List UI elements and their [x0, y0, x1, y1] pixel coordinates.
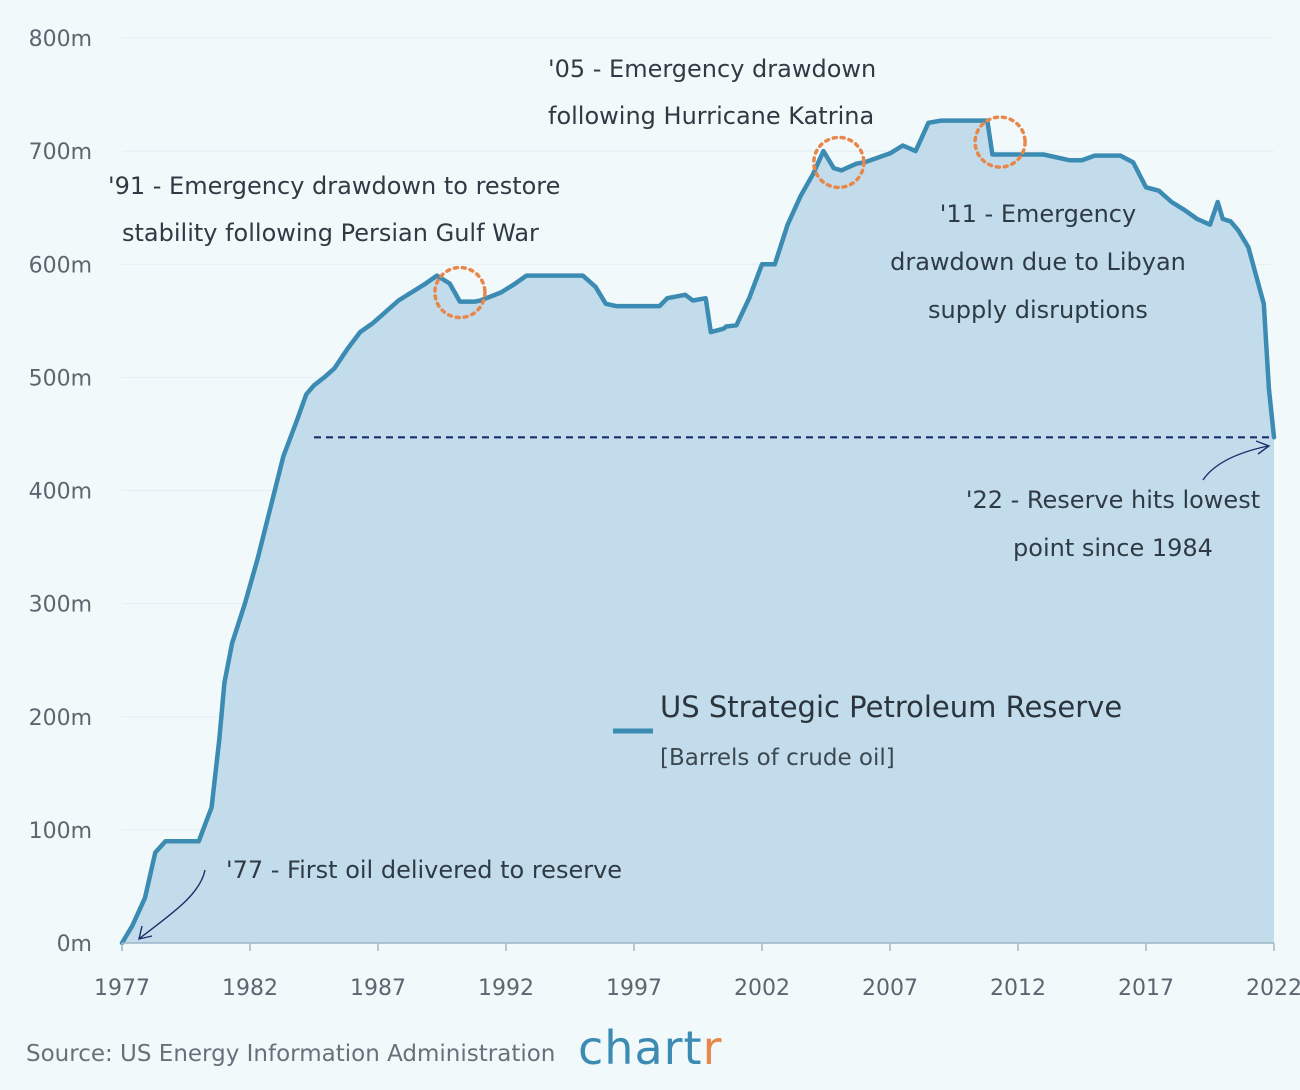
x-tick-label: 1977	[94, 976, 150, 1001]
x-tick-label: 1987	[350, 976, 406, 1001]
x-tick-label: 2022	[1246, 976, 1300, 1001]
y-tick-label: 200m	[29, 706, 92, 731]
highlight-marker	[433, 265, 487, 320]
annotation-2011: '11 - Emergency	[940, 200, 1136, 228]
y-tick-label: 600m	[29, 253, 92, 278]
annotation-2005-line2: following Hurricane Katrina	[548, 102, 874, 130]
arrow-2022	[1202, 445, 1269, 481]
y-tick-label: 800m	[29, 27, 92, 52]
axis-layer: 1977 1982 1987 1992 1997 2002 2007 2012 2017 2022	[94, 942, 1300, 1001]
y-tick-label: 700m	[29, 140, 92, 165]
highlight-marker	[812, 135, 866, 190]
legend-subtitle: [Barrels of crude oil]	[660, 745, 895, 771]
annotation-2005: '05 - Emergency drawdown	[548, 55, 876, 83]
annotation-2011-line2: drawdown due to Libyan	[890, 248, 1186, 276]
brand-logo: chartr	[578, 1021, 723, 1075]
marker-layer	[433, 115, 1027, 320]
x-tick-label: 1997	[606, 976, 662, 1001]
annotation-2011-line3: supply disruptions	[928, 296, 1148, 324]
brand-logo-accent: r	[703, 1021, 723, 1075]
y-tick-label: 0m	[57, 932, 92, 957]
brand-logo-main: chart	[578, 1021, 703, 1075]
series-area	[122, 120, 1274, 944]
legend-title: US Strategic Petroleum Reserve	[660, 690, 1122, 724]
x-tick-label: 1992	[478, 976, 534, 1001]
legend: US Strategic Petroleum Reserve [Barrels …	[613, 690, 1122, 771]
y-tick-label: 300m	[29, 593, 92, 618]
arrow-1977-head	[138, 925, 153, 940]
area-layer	[119, 118, 1277, 946]
y-tick-label: 400m	[29, 480, 92, 505]
x-tick-label: 2012	[990, 976, 1046, 1001]
x-tick-label: 1982	[222, 976, 278, 1001]
y-tick-label: 500m	[29, 366, 92, 391]
annotation-2022-line2: point since 1984	[1013, 534, 1213, 562]
source-note: Source: US Energy Information Administra…	[26, 1041, 555, 1067]
x-tick-label: 2002	[734, 976, 790, 1001]
annotation-1991: '91 - Emergency drawdown to restore	[108, 172, 560, 200]
annotation-1991-line2: stability following Persian Gulf War	[122, 219, 539, 247]
arrow-2022-head	[1255, 440, 1271, 455]
arrow-1977	[139, 869, 206, 939]
highlight-marker	[973, 115, 1027, 169]
x-tick-label: 2017	[1118, 976, 1174, 1001]
x-tick-label: 2007	[862, 976, 918, 1001]
series-line	[119, 118, 1277, 946]
annotation-2022: '22 - Reserve hits lowest	[966, 486, 1260, 514]
y-tick-label: 100m	[29, 819, 92, 844]
annotation-1977: '77 - First oil delivered to reserve	[226, 856, 622, 884]
